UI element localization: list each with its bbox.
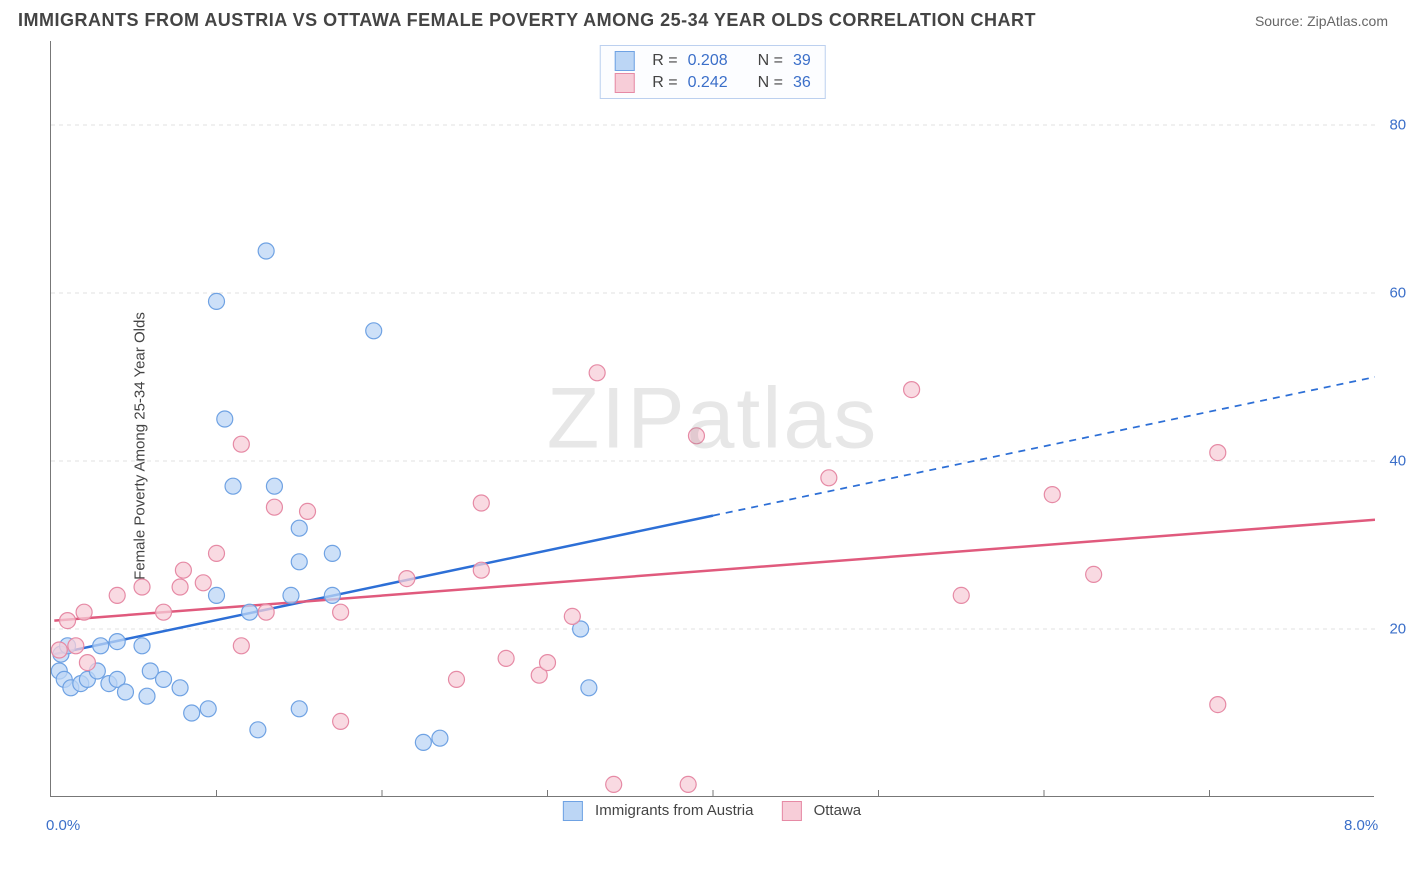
y-tick-label: 80.0%: [1389, 117, 1406, 134]
scatter-svg: [51, 41, 1375, 797]
legend-n-value: 36: [793, 74, 811, 92]
legend-label: Immigrants from Austria: [595, 802, 753, 819]
y-tick-label: 20.0%: [1389, 621, 1406, 638]
header: IMMIGRANTS FROM AUSTRIA VS OTTAWA FEMALE…: [0, 0, 1406, 37]
x-axis-row: Immigrants from Austria Ottawa 0.0%8.0%: [50, 797, 1374, 827]
correlation-legend: R = 0.208 N = 39 R = 0.242 N = 36: [599, 45, 826, 99]
swatch-ottawa: [781, 801, 801, 821]
legend-item: Ottawa: [781, 801, 861, 821]
x-tick-label: 8.0%: [1344, 817, 1378, 834]
legend-r-label: R =: [652, 52, 677, 70]
y-tick-label: 40.0%: [1389, 453, 1406, 470]
y-tick-label: 60.0%: [1389, 285, 1406, 302]
legend-r-value: 0.242: [688, 74, 728, 92]
x-tick-label: 0.0%: [46, 817, 80, 834]
swatch-austria: [614, 51, 634, 71]
source-label: Source: ZipAtlas.com: [1255, 13, 1388, 29]
swatch-austria: [563, 801, 583, 821]
legend-row: R = 0.208 N = 39: [614, 50, 811, 72]
legend-r-value: 0.208: [688, 52, 728, 70]
legend-n-label: N =: [758, 52, 783, 70]
legend-label: Ottawa: [814, 802, 862, 819]
legend-n-value: 39: [793, 52, 811, 70]
legend-row: R = 0.242 N = 36: [614, 72, 811, 94]
swatch-ottawa: [614, 73, 634, 93]
chart-title: IMMIGRANTS FROM AUSTRIA VS OTTAWA FEMALE…: [18, 10, 1036, 31]
plot-area: R = 0.208 N = 39 R = 0.242 N = 36 ZIPatl…: [50, 41, 1374, 797]
legend-item: Immigrants from Austria: [563, 801, 754, 821]
series-legend: Immigrants from Austria Ottawa: [563, 801, 861, 821]
legend-r-label: R =: [652, 74, 677, 92]
legend-n-label: N =: [758, 74, 783, 92]
